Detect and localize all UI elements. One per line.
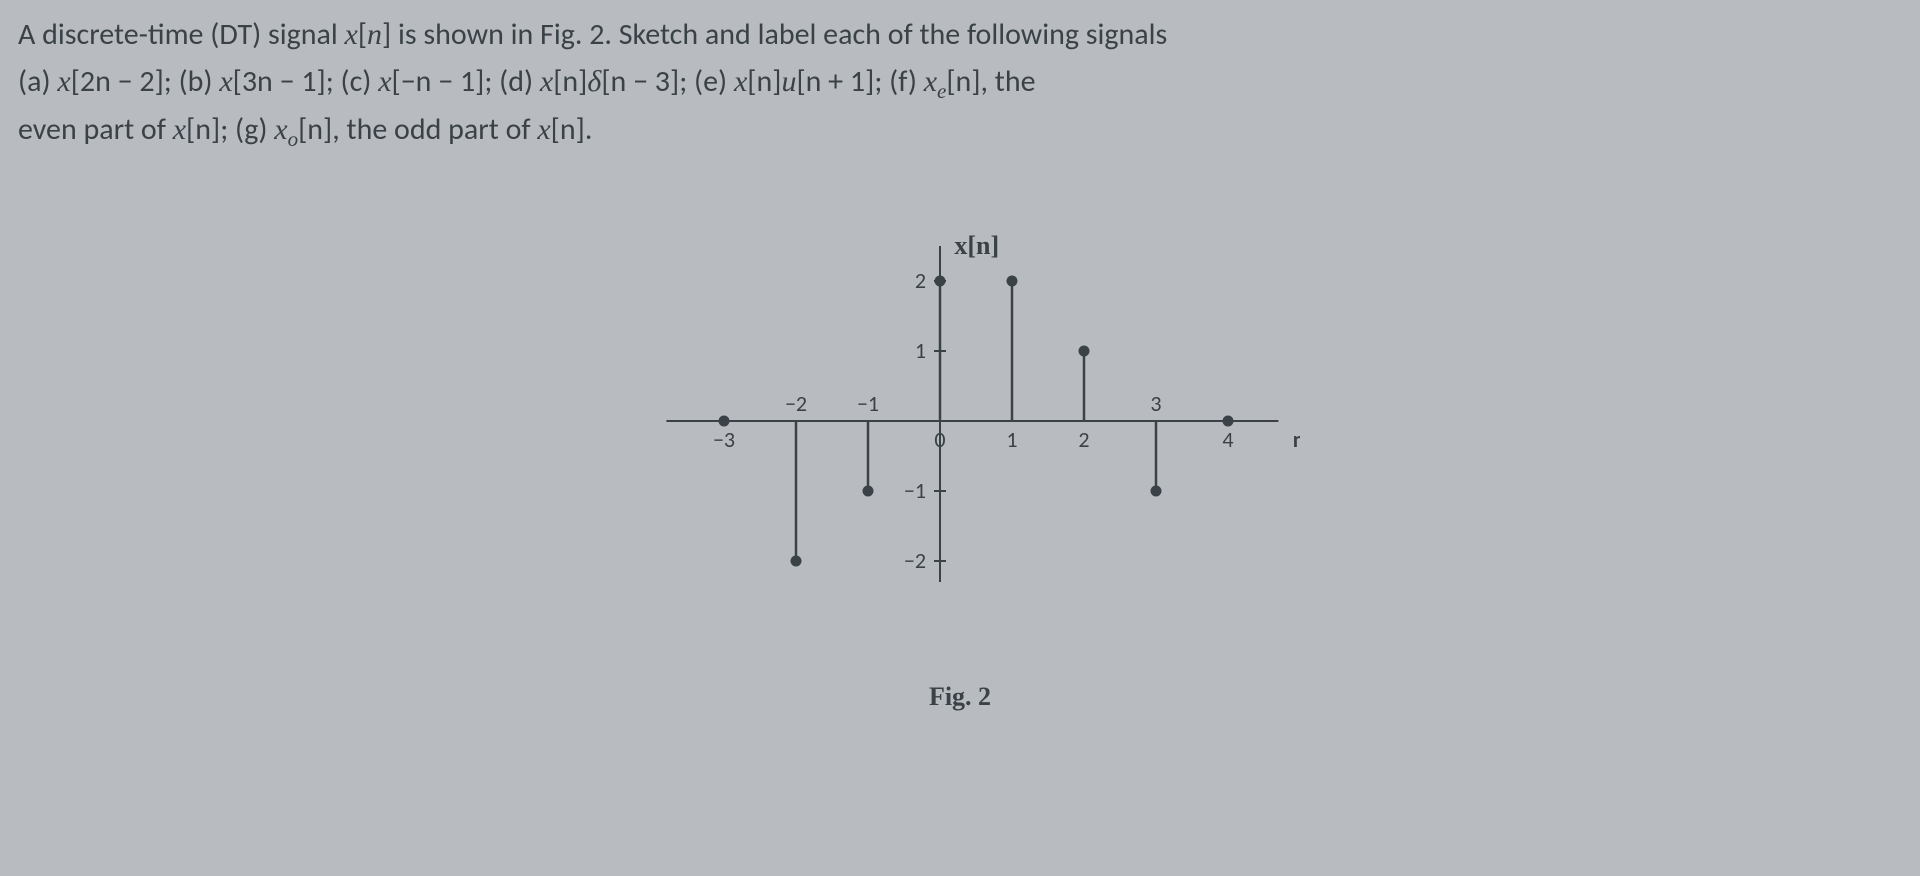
part-c-label: ; (c) [326,63,378,100]
part-c-sym: x [378,65,391,98]
line3-a: even part of [18,111,173,148]
stem-plot-svg: x[n] 2 1 −1 −2 −3 −2 −1 0 1 2 3 4 n [620,206,1300,666]
svg-text:n: n [1293,426,1300,453]
part-d-sym1: x [540,65,553,98]
part-e-label: ; (e) [679,63,734,100]
problem-statement: A discrete-time (DT) signal x[n] is show… [18,12,1902,156]
part-f-sym: x [924,65,937,98]
part-f-label: ; (f) [874,63,923,100]
part-e-u: u [781,65,796,98]
svg-text:−2: −2 [785,390,807,417]
part-e-arg2: [n + 1] [796,63,874,100]
svg-text:1: 1 [915,337,926,364]
intro-text: A discrete-time (DT) signal [18,16,345,53]
line3-x1: x [173,113,186,146]
part-c-arg: [−n − 1] [392,63,485,100]
part-d-label: ; (d) [484,63,540,100]
svg-text:1: 1 [1006,426,1017,453]
part-f-sub: e [937,79,946,103]
part-g-sym: x [274,113,287,146]
part-e-sym1: x [734,65,747,98]
figure-container: x[n] 2 1 −1 −2 −3 −2 −1 0 1 2 3 4 n Fig. 2 [18,206,1902,712]
svg-text:3: 3 [1150,390,1161,417]
svg-text:−1: −1 [857,390,879,417]
part-g-label: ; (g) [220,111,274,148]
line3-in1: [n] [186,111,220,148]
part-f-arg: [n] [946,63,980,100]
svg-text:2: 2 [915,267,926,294]
line3-x2: x [537,113,550,146]
intro-text-2: is shown in Fig. 2. Sketch and label eac… [391,16,1167,53]
svg-text:2: 2 [1078,426,1089,453]
signal-symbol: x [345,18,358,51]
part-e-arg1: [n] [747,63,781,100]
part-a-sym: x [57,65,70,98]
part-a-label: (a) [18,63,57,100]
part-f-tail: , the [981,63,1036,100]
part-g-sub: o [288,127,299,151]
svg-text:0: 0 [934,426,945,453]
part-b-arg: [3n − 1] [233,63,326,100]
line3-period: . [585,111,593,148]
part-g-arg: [n] [298,111,332,148]
part-d-delta: δ [587,65,601,98]
svg-text:−2: −2 [904,547,926,574]
index-symbol: n [367,18,382,51]
part-b-sym: x [219,65,232,98]
line3-in2: [n] [551,111,585,148]
svg-text:4: 4 [1222,426,1233,453]
svg-text:−1: −1 [904,477,926,504]
svg-text:x[n]: x[n] [954,231,999,260]
svg-text:−3: −3 [713,426,735,453]
part-b-label: ; (b) [164,63,220,100]
stem-plot: x[n] 2 1 −1 −2 −3 −2 −1 0 1 2 3 4 n Fig. 2 [620,206,1300,712]
figure-caption: Fig. 2 [620,682,1300,712]
part-g-tail: , the odd part of [332,111,537,148]
part-a-arg: [2n − 2] [71,63,164,100]
part-d-arg2: [n − 3] [601,63,679,100]
part-d-arg1: [n] [553,63,587,100]
